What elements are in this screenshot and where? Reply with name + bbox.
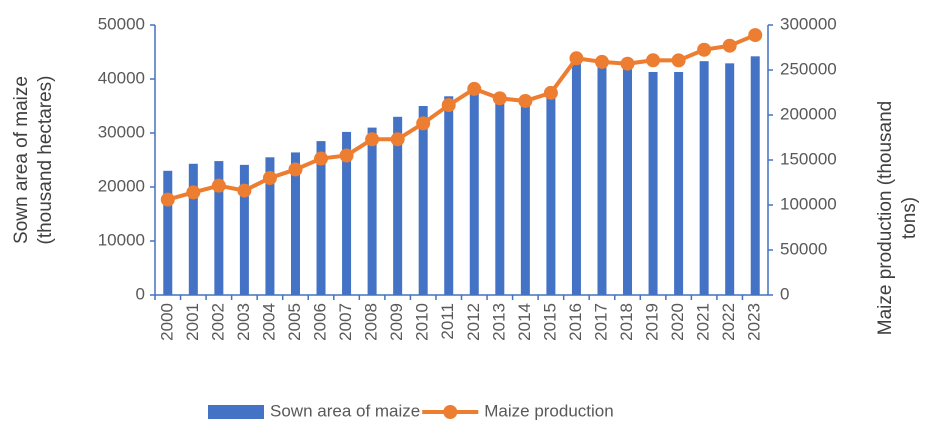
marker <box>339 148 354 163</box>
marker <box>416 116 431 131</box>
marker <box>237 183 252 198</box>
x-tick-label: 2001 <box>183 303 202 341</box>
marker <box>186 185 201 200</box>
y-tick-label: 0 <box>136 284 145 303</box>
marker <box>365 132 380 147</box>
y2-tick-label: 150000 <box>780 149 837 168</box>
x-tick-label: 2020 <box>668 303 687 341</box>
x-tick-label: 2023 <box>745 303 764 341</box>
bar <box>546 91 556 295</box>
marker <box>441 98 456 113</box>
y-tick-label: 10000 <box>98 230 145 249</box>
x-tick-label: 2000 <box>157 303 176 341</box>
bar <box>725 63 735 296</box>
y2-tick-label: 200000 <box>780 104 837 123</box>
x-tick-label: 2022 <box>719 303 738 341</box>
y-axis-title: Sown area of maize <box>11 76 32 244</box>
marker <box>646 53 661 68</box>
bar <box>163 170 173 295</box>
bar <box>342 131 352 295</box>
bar <box>750 56 760 295</box>
bar <box>265 157 275 295</box>
marker <box>467 81 482 96</box>
x-tick-label: 2013 <box>489 303 508 341</box>
bar <box>623 67 633 295</box>
x-tick-label: 2005 <box>285 303 304 341</box>
marker <box>288 162 303 177</box>
legend-label: Maize production <box>484 401 613 420</box>
x-tick-label: 2015 <box>540 303 559 341</box>
bar <box>444 96 454 295</box>
marker <box>492 91 507 106</box>
marker <box>569 51 584 66</box>
x-tick-label: 2009 <box>387 303 406 341</box>
bar <box>674 71 684 295</box>
x-tick-label: 2021 <box>694 303 713 341</box>
y-tick-label: 20000 <box>98 176 145 195</box>
bar <box>571 62 581 296</box>
bar <box>188 163 198 295</box>
marker <box>518 93 533 108</box>
marker <box>262 171 277 185</box>
marker <box>620 56 635 71</box>
y2-tick-label: 0 <box>780 284 789 303</box>
x-tick-label: 2019 <box>643 303 662 341</box>
marker <box>160 192 175 207</box>
marker <box>314 151 329 166</box>
x-tick-label: 2016 <box>566 303 585 341</box>
x-tick-label: 2007 <box>336 303 355 341</box>
bar <box>469 89 479 295</box>
x-tick-label: 2008 <box>362 303 381 341</box>
y2-tick-label: 300000 <box>780 14 837 33</box>
legend-swatch <box>443 405 458 419</box>
legend-label: Sown area of maize <box>270 401 420 420</box>
x-tick-label: 2018 <box>617 303 636 341</box>
y2-tick-label: 50000 <box>780 239 827 258</box>
bar <box>214 161 224 295</box>
marker <box>722 38 737 53</box>
y2-axis-title: tons) <box>899 197 920 239</box>
line <box>167 33 756 202</box>
y2-tick-label: 250000 <box>780 59 837 78</box>
y-tick-label: 50000 <box>98 14 145 33</box>
x-tick-label: 2017 <box>591 303 610 341</box>
bar <box>367 127 377 295</box>
marker <box>211 178 226 193</box>
marker <box>594 54 609 69</box>
bar <box>418 106 428 295</box>
x-tick-label: 2010 <box>413 303 432 341</box>
x-tick-label: 2003 <box>234 303 253 341</box>
marker <box>390 132 405 147</box>
x-tick-label: 2012 <box>464 303 483 341</box>
x-tick-label: 2004 <box>259 303 278 341</box>
bar <box>316 141 326 295</box>
marker <box>748 28 763 43</box>
bar <box>495 98 505 295</box>
x-tick-label: 2014 <box>515 303 534 341</box>
y2-tick-label: 100000 <box>780 194 837 213</box>
bar <box>393 116 403 295</box>
bar <box>699 61 709 296</box>
marker <box>697 42 712 57</box>
y2-axis-title: Maize production (thousand <box>875 101 896 335</box>
bar <box>239 164 249 295</box>
x-tick-label: 2002 <box>208 303 227 341</box>
y-tick-label: 30000 <box>98 122 145 141</box>
marker <box>671 53 686 68</box>
legend-swatch <box>208 405 264 419</box>
bar <box>597 66 607 295</box>
bar <box>648 71 658 295</box>
y-axis-title: (thousand hectares) <box>35 76 56 245</box>
bar <box>520 101 530 295</box>
x-tick-label: 2011 <box>438 303 457 340</box>
x-tick-label: 2006 <box>311 303 330 341</box>
y-tick-label: 40000 <box>98 68 145 87</box>
marker <box>543 85 558 100</box>
bar <box>290 152 300 295</box>
